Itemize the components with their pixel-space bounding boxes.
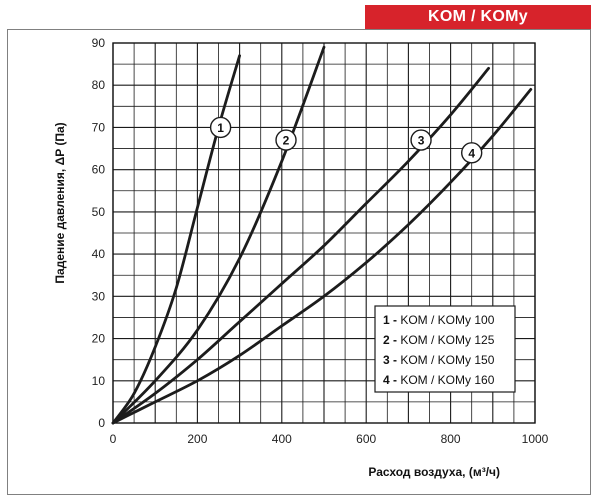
y-tick-label: 70 [92,120,106,134]
series-marker-label: 1 [217,121,224,135]
x-tick-label: 200 [187,432,207,446]
legend-entry-4: 4 - KOM / KOMy 160 [383,373,495,387]
y-tick-label: 80 [92,78,106,92]
series-marker-1: 1 [209,116,232,139]
axes: 0 200 400 600 800 1000 0 10 20 30 40 50 60 70 80 90 [92,36,549,446]
x-tick-label: 800 [441,432,461,446]
legend-entry-number: 2 - [383,333,400,347]
legend-entry-name: KOM / KOMy 125 [400,333,494,347]
x-tick-label: 600 [356,432,376,446]
legend-entry-name: KOM / KOMy 150 [400,353,494,367]
series-markers: 1 2 3 4 [209,116,483,164]
chart-header-title: KOM / KOMy [428,8,528,25]
series-marker-2: 2 [275,129,297,151]
x-tick-label: 400 [272,432,292,446]
y-tick-label: 0 [98,416,105,430]
x-tick-label: 0 [110,432,117,446]
series-marker-label: 3 [418,134,425,148]
series-marker-circle [275,129,297,151]
series-marker-circle [461,142,483,164]
legend-entry-number: 3 - [383,353,400,367]
y-tick-label: 40 [92,247,106,261]
series-marker-label: 2 [283,134,290,148]
x-axis-label: Расход воздуха, (м³/ч) [368,465,500,479]
y-tick-label: 90 [92,36,106,50]
legend-frame [374,305,516,393]
legend-entry-number: 1 - [383,313,400,327]
legend-entry-1: 1 - KOM / KOMy 100 [383,313,495,327]
legend-entry-number: 4 - [383,373,400,387]
series-marker-3: 3 [410,129,432,151]
legend-entry-name: KOM / KOMy 160 [400,373,494,387]
x-tick-label: 1000 [522,432,549,446]
plot-area-border [112,42,536,424]
series-marker-4: 4 [461,142,483,164]
series-marker-label: 4 [468,146,475,160]
series-line-4 [111,88,533,425]
legend-entry-name: KOM / KOMy 100 [400,313,494,327]
y-tick-label: 10 [92,374,106,388]
y-axis-label: Падение давления, ΔP (Па) [53,122,67,283]
series-marker-circle [209,116,232,139]
legend-entry-3: 3 - KOM / KOMy 150 [383,353,495,367]
y-tick-label: 20 [92,332,106,346]
y-tick-label: 30 [92,289,106,303]
series-marker-circle [410,129,432,151]
y-tick-label: 50 [92,205,106,219]
chart-frame [7,29,591,495]
legend-entry-2: 2 - KOM / KOMy 125 [383,333,495,347]
series-line-2 [111,45,326,425]
chart-header-tab: KOM / KOMy [365,5,591,29]
y-tick-label: 60 [92,163,106,177]
